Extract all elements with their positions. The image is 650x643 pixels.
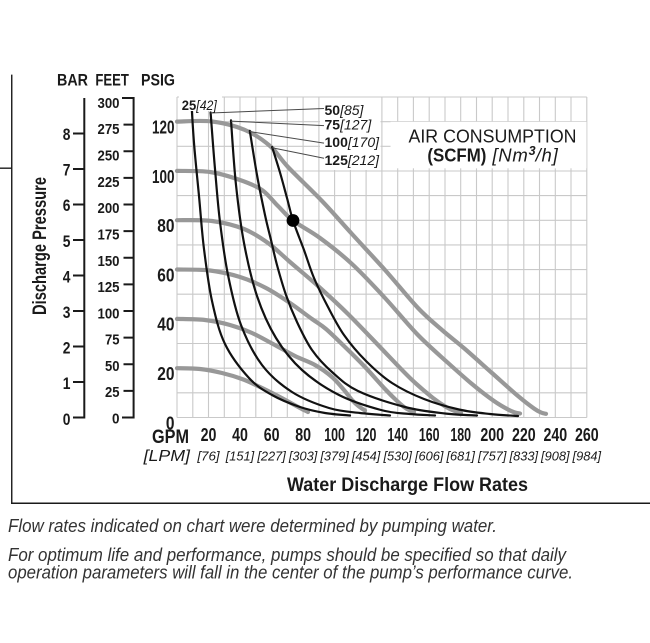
svg-text:200: 200 xyxy=(480,425,504,445)
svg-text:(SCFM) [Nm3/h]: (SCFM) [Nm3/h] xyxy=(427,144,558,166)
svg-text:0: 0 xyxy=(112,411,120,428)
svg-text:180: 180 xyxy=(450,425,471,445)
svg-text:200: 200 xyxy=(98,200,120,217)
svg-text:80: 80 xyxy=(157,216,174,236)
svg-text:3: 3 xyxy=(63,303,71,322)
svg-text:FEET: FEET xyxy=(95,71,129,90)
svg-text:150: 150 xyxy=(98,253,120,270)
svg-text:275: 275 xyxy=(98,121,120,138)
svg-text:60: 60 xyxy=(264,425,280,445)
svg-text:120: 120 xyxy=(356,425,377,445)
svg-text:140: 140 xyxy=(387,425,408,445)
svg-text:250: 250 xyxy=(98,148,120,165)
svg-text:4: 4 xyxy=(63,267,71,286)
svg-text:GPM: GPM xyxy=(152,427,189,448)
svg-text:220: 220 xyxy=(512,425,536,445)
svg-text:25[42]: 25[42] xyxy=(182,97,218,113)
svg-text:120: 120 xyxy=(152,118,175,138)
svg-text:[151]: [151] xyxy=(225,449,255,464)
svg-text:50: 50 xyxy=(105,358,120,375)
svg-text:[908]: [908] xyxy=(540,449,570,464)
svg-text:[76]: [76] xyxy=(196,449,220,464)
svg-text:[833]: [833] xyxy=(509,449,539,464)
svg-text:Discharge Pressure: Discharge Pressure xyxy=(29,177,51,315)
svg-text:100[170]: 100[170] xyxy=(325,134,381,150)
svg-text:60: 60 xyxy=(157,265,174,285)
svg-text:PSIG: PSIG xyxy=(141,71,175,90)
svg-text:[454]: [454] xyxy=(351,449,381,464)
svg-text:1: 1 xyxy=(63,374,71,393)
svg-text:75: 75 xyxy=(105,332,120,349)
svg-text:[227]: [227] xyxy=(256,449,286,464)
svg-text:0: 0 xyxy=(166,413,175,433)
svg-text:225: 225 xyxy=(98,174,120,191)
svg-text:100: 100 xyxy=(152,167,175,187)
svg-text:[379]: [379] xyxy=(319,449,349,464)
svg-text:BAR: BAR xyxy=(57,71,88,90)
svg-text:[530]: [530] xyxy=(382,449,412,464)
svg-text:125[212]: 125[212] xyxy=(325,152,381,168)
svg-text:50[85]: 50[85] xyxy=(325,102,365,118)
svg-text:100: 100 xyxy=(324,425,345,445)
svg-text:80: 80 xyxy=(295,425,311,445)
svg-text:[757]: [757] xyxy=(477,449,507,464)
svg-text:20: 20 xyxy=(157,364,174,384)
svg-text:5: 5 xyxy=(63,232,71,251)
svg-text:AIR CONSUMPTION: AIR CONSUMPTION xyxy=(409,125,577,146)
svg-text:125: 125 xyxy=(98,279,120,296)
svg-text:[LPM]: [LPM] xyxy=(142,448,190,465)
svg-text:operation parameters will fall: operation parameters will fall in the ce… xyxy=(8,562,573,583)
svg-text:240: 240 xyxy=(543,425,567,445)
svg-text:260: 260 xyxy=(575,425,599,445)
svg-text:[303]: [303] xyxy=(288,449,318,464)
svg-text:6: 6 xyxy=(63,196,71,215)
svg-text:75[127]: 75[127] xyxy=(325,117,373,133)
svg-text:40: 40 xyxy=(232,425,248,445)
svg-text:160: 160 xyxy=(419,425,440,445)
svg-text:Water Discharge Flow Rates: Water Discharge Flow Rates xyxy=(287,475,528,496)
svg-text:0: 0 xyxy=(63,410,71,429)
svg-text:For optimum life and performan: For optimum life and performance, pumps … xyxy=(8,544,568,565)
svg-text:20: 20 xyxy=(201,425,217,445)
svg-text:40: 40 xyxy=(157,315,174,335)
svg-text:8: 8 xyxy=(63,125,71,144)
svg-text:175: 175 xyxy=(98,227,120,244)
svg-text:[606]: [606] xyxy=(414,449,444,464)
svg-text:300: 300 xyxy=(98,95,120,112)
svg-text:100: 100 xyxy=(98,305,120,322)
svg-text:7: 7 xyxy=(63,161,71,180)
svg-text:Flow rates indicated on chart: Flow rates indicated on chart were deter… xyxy=(8,515,497,536)
svg-text:[984]: [984] xyxy=(572,449,602,464)
svg-text:25: 25 xyxy=(105,384,120,401)
svg-text:[681]: [681] xyxy=(445,449,475,464)
svg-text:2: 2 xyxy=(63,339,71,358)
